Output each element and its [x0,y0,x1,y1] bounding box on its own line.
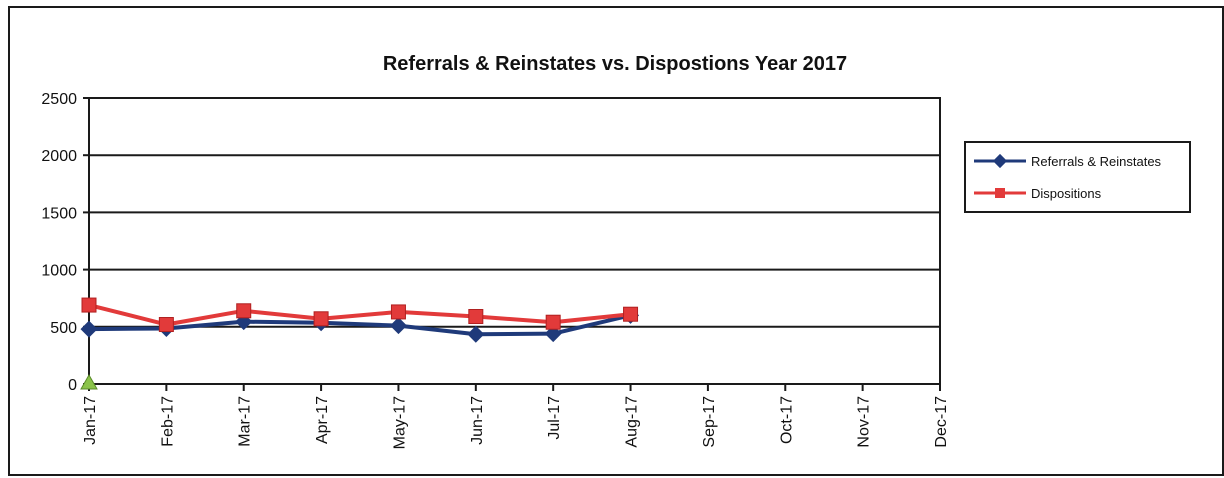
plot-area-border [88,97,941,385]
legend-label: Dispositions [1031,186,1102,201]
x-tick-label: Mar-17 [237,396,254,447]
x-tick-label: Apr-17 [314,396,331,444]
data-point [313,311,329,327]
x-tick-label: Oct-17 [778,396,795,444]
y-tick-label: 1500 [41,205,77,222]
y-tick-label: 2000 [41,148,77,165]
gridlines [88,97,941,385]
y-tick-label: 0 [68,377,77,394]
x-tick-label: Aug-17 [624,396,641,448]
y-tick-label: 1000 [41,263,77,280]
x-tick-label: Dec-17 [933,396,950,448]
x-tick-label: Jun-17 [469,396,486,445]
legend-swatch-marker [995,188,1005,198]
data-point [81,297,97,313]
legend-box [964,141,1191,213]
x-tick-label: Jan-17 [82,396,99,445]
axes: 0 500 1000 1500 2000 2500 Jan-17 Feb-17 Mar-17 Ap… [41,91,950,449]
data-point [236,303,252,319]
data-point [389,317,407,335]
x-tick-label: Sep-17 [701,396,718,448]
data-point [623,306,639,322]
data-point [158,317,174,333]
x-tick-label: Jul-17 [546,396,563,440]
chart-frame: Referrals & Reinstates vs. Dispostions Y… [8,6,1224,476]
series-layer [80,297,640,390]
x-tick-label: May-17 [391,396,408,449]
data-point [467,325,485,343]
legend-swatch-marker [992,153,1008,169]
legend-label: Referrals & Reinstates [1031,154,1162,169]
y-tick-label: 2500 [41,91,77,108]
data-point [390,304,406,320]
legend: Referrals & Reinstates Dispositions [964,141,1191,213]
series-line [88,313,632,337]
triangle-marker [80,373,98,390]
data-point [80,320,98,338]
x-tick-label: Nov-17 [856,396,873,448]
data-point [468,309,484,325]
x-tick-label: Feb-17 [159,396,176,447]
data-point [545,314,561,330]
series-line [88,303,631,327]
y-tick-label: 500 [50,320,77,337]
line-chart: Referrals & Reinstates vs. Dispostions Y… [41,53,1191,449]
chart-title: Referrals & Reinstates vs. Dispostions Y… [383,53,847,75]
